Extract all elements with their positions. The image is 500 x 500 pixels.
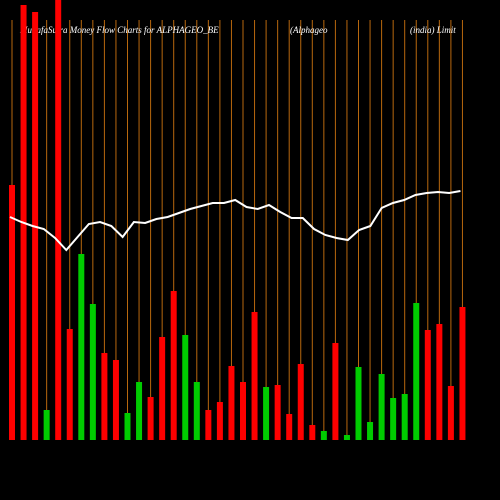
- bar: [159, 337, 166, 440]
- bar: [124, 413, 131, 440]
- bar: [9, 185, 15, 440]
- bar: [78, 254, 85, 440]
- bar: [367, 422, 374, 440]
- bar: [424, 330, 431, 440]
- bar: [101, 353, 108, 440]
- bar: [355, 367, 362, 440]
- bar: [343, 435, 350, 440]
- bar: [205, 410, 212, 440]
- bar: [55, 0, 62, 440]
- chart-subtitle: (Alphageo: [290, 25, 328, 35]
- bar: [286, 414, 293, 440]
- bar: [459, 307, 466, 440]
- money-flow-line: [9, 190, 461, 252]
- bar: [170, 291, 177, 440]
- bar: [436, 324, 443, 440]
- bar: [378, 374, 385, 440]
- bar: [274, 385, 281, 440]
- bar: [390, 398, 397, 440]
- chart-title: MunafaSutra Money Flow Charts for ALPHAG…: [19, 25, 219, 35]
- bar: [112, 360, 119, 440]
- bar: [332, 343, 339, 440]
- bar: [89, 304, 96, 440]
- bar: [240, 382, 246, 440]
- bar: [147, 397, 154, 440]
- bar: [228, 366, 235, 440]
- bar: [297, 364, 304, 440]
- bar: [136, 382, 143, 440]
- bar: [193, 382, 200, 440]
- bar: [263, 387, 270, 440]
- bar: [320, 431, 327, 440]
- bar: [251, 312, 258, 440]
- bar: [309, 425, 316, 440]
- bar: [66, 329, 73, 440]
- bar: [182, 335, 189, 440]
- bar: [216, 402, 223, 440]
- bar: [401, 394, 408, 440]
- bar: [413, 303, 420, 440]
- bar: [43, 410, 50, 440]
- bar: [447, 386, 454, 440]
- chart-subtitle: (india) Limit: [410, 25, 456, 35]
